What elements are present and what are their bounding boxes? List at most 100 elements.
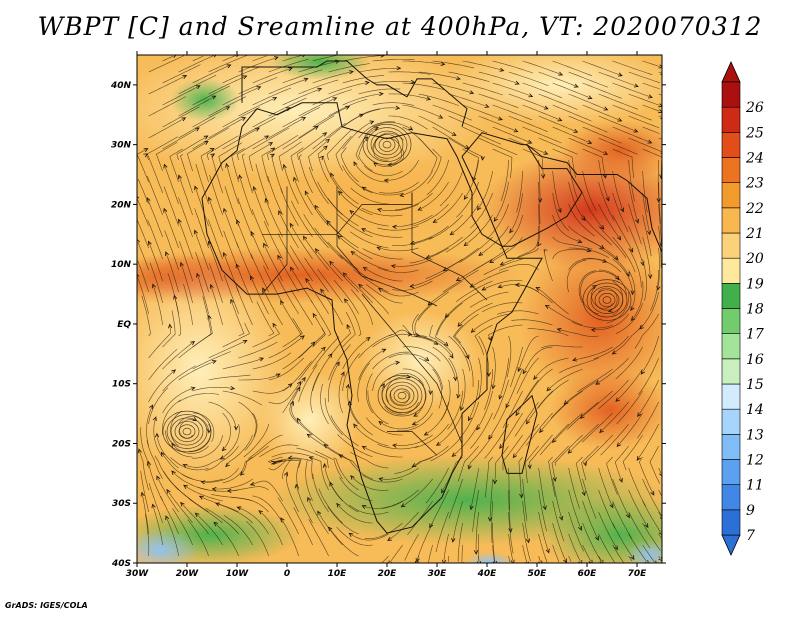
streamline <box>239 175 253 216</box>
streamline-arrow <box>525 419 531 425</box>
streamline <box>178 116 216 139</box>
streamline <box>227 486 269 492</box>
streamline <box>508 115 548 132</box>
streamline <box>372 81 415 84</box>
streamline <box>582 148 606 178</box>
streamline-arrow <box>362 266 368 272</box>
credit-label: GrADS: IGES/COLA <box>5 601 88 610</box>
streamline-arrow <box>328 353 333 358</box>
streamline <box>568 533 581 562</box>
streamline-arrow <box>603 151 609 155</box>
streamline <box>483 258 523 275</box>
streamline-arrow <box>478 251 484 256</box>
colorbar-label: 11 <box>746 478 764 494</box>
streamline-arrow <box>656 198 661 203</box>
streamlines <box>137 55 662 563</box>
streamline <box>505 368 523 408</box>
streamline <box>338 372 345 414</box>
colorbar-swatch <box>721 182 741 209</box>
streamline <box>222 55 237 62</box>
streamline-arrow <box>236 219 241 225</box>
streamline <box>178 95 216 117</box>
streamline-arrow <box>190 386 196 391</box>
streamline <box>373 148 404 167</box>
streamline-arrow <box>527 464 532 470</box>
streamline <box>326 220 359 249</box>
streamline-arrow <box>304 190 309 196</box>
streamline-arrow <box>467 464 472 470</box>
streamline <box>528 434 553 469</box>
streamline <box>474 324 493 356</box>
streamline <box>499 357 509 399</box>
streamline <box>429 324 454 355</box>
streamline <box>137 241 149 271</box>
streamline <box>282 126 319 150</box>
streamline-arrow <box>451 537 456 543</box>
streamline <box>255 163 269 205</box>
streamline-arrow <box>171 470 176 476</box>
streamline-arrow <box>156 475 161 481</box>
streamline <box>305 460 313 502</box>
streamline <box>551 445 569 482</box>
streamline <box>598 203 621 240</box>
streamline <box>238 97 277 117</box>
colorbar-label: 21 <box>745 226 764 242</box>
streamline <box>312 106 350 128</box>
streamline <box>314 227 343 260</box>
streamline-arrow <box>480 155 485 161</box>
streamline <box>658 511 662 518</box>
streamline <box>358 136 373 172</box>
streamline <box>642 170 648 213</box>
streamline <box>170 410 183 447</box>
streamline <box>310 300 332 337</box>
streamline-arrow <box>617 117 623 122</box>
streamline <box>599 401 629 433</box>
vortex-ring <box>377 374 427 417</box>
streamline-arrow <box>348 532 354 537</box>
streamline <box>401 478 433 507</box>
streamline <box>508 71 549 86</box>
streamline <box>183 456 223 468</box>
streamline-arrow <box>411 463 417 468</box>
streamline <box>450 203 479 235</box>
streamline <box>518 456 523 498</box>
streamline-arrow <box>350 475 355 480</box>
streamline <box>263 243 283 282</box>
streamline-arrow <box>194 512 200 518</box>
streamline-arrow <box>259 357 265 362</box>
streamline-arrow <box>297 380 302 386</box>
streamline <box>326 128 353 161</box>
streamline-arrow <box>154 432 160 438</box>
streamline <box>657 159 660 203</box>
streamline-arrow <box>361 228 367 233</box>
streamline <box>448 115 488 134</box>
streamline-arrow <box>587 95 593 100</box>
streamline-arrow <box>335 361 340 367</box>
streamline <box>148 241 163 282</box>
coastline <box>501 394 538 474</box>
streamline-arrow <box>449 353 454 359</box>
y-tick-label: EQ <box>117 320 131 330</box>
streamline <box>582 170 597 211</box>
coastline <box>526 144 628 181</box>
streamline <box>487 324 523 341</box>
streamline <box>540 345 583 349</box>
streamline-arrow <box>363 136 369 142</box>
streamline-arrow <box>338 190 343 196</box>
streamline-arrow <box>235 263 240 269</box>
streamline <box>600 423 629 456</box>
streamline-arrow <box>326 219 331 225</box>
streamline <box>598 181 615 222</box>
streamline <box>312 71 354 84</box>
streamline <box>572 346 613 361</box>
streamline <box>642 192 650 235</box>
streamline <box>349 210 389 227</box>
streamline <box>492 523 496 562</box>
streamline <box>432 82 474 94</box>
streamline <box>238 56 278 73</box>
streamline <box>642 82 660 90</box>
streamline <box>208 117 246 139</box>
streamline-arrow <box>165 515 170 521</box>
streamline-arrow <box>395 360 401 365</box>
x-tick-label: 30E <box>428 569 448 579</box>
